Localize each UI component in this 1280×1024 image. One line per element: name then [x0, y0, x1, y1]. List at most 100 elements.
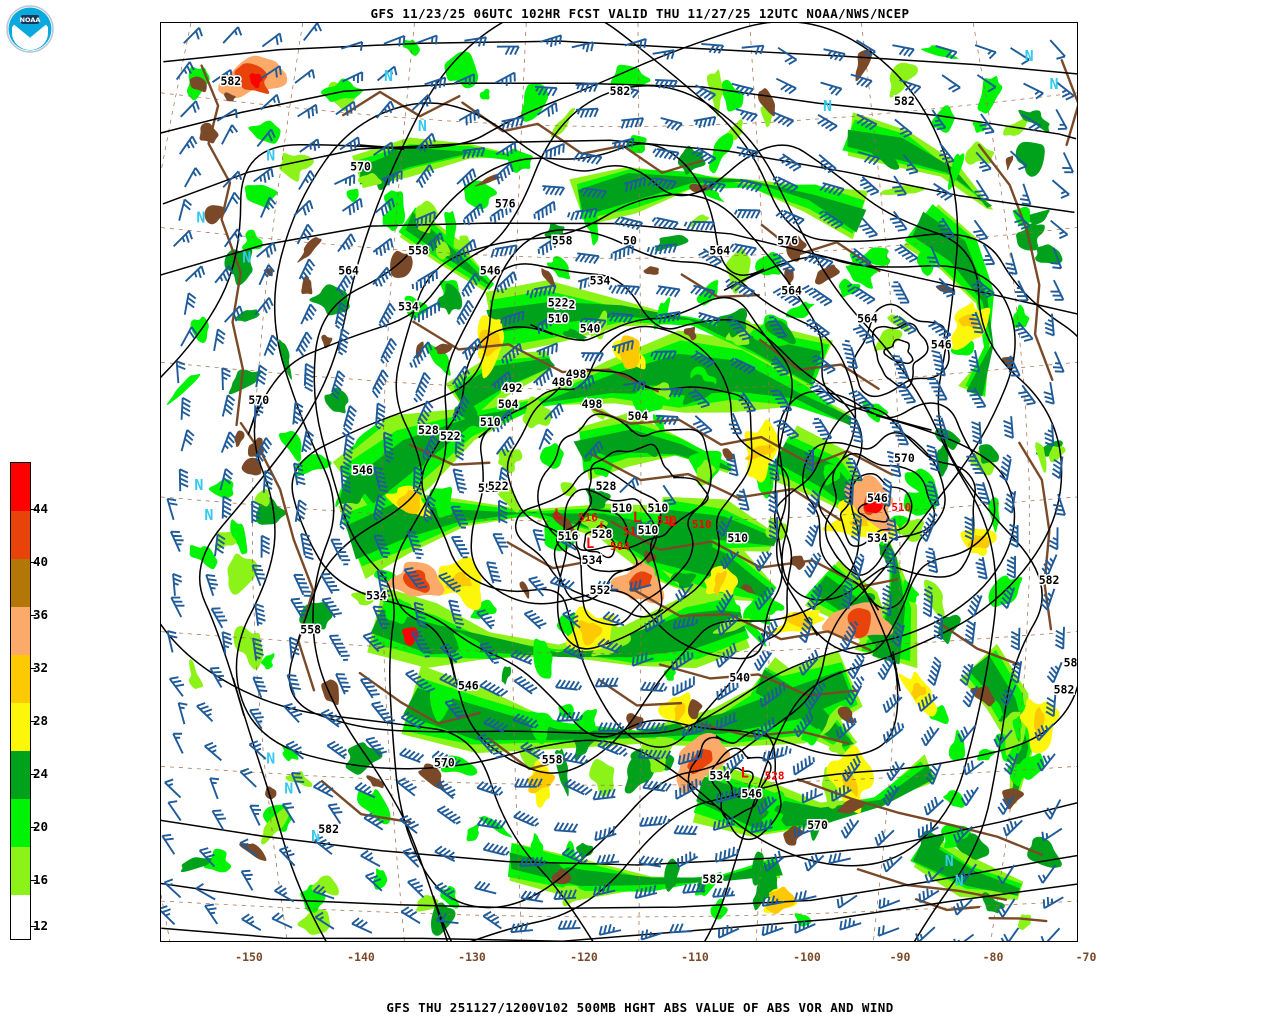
- wind-barb: [214, 265, 234, 284]
- wind-barb: [848, 390, 875, 411]
- wind-barb: [1051, 179, 1070, 199]
- contour-label-halo: 564: [709, 243, 730, 257]
- wind-barb: [292, 462, 306, 486]
- wind-barb: [763, 850, 785, 873]
- wind-barb: [341, 71, 364, 83]
- wind-barb: [539, 34, 563, 47]
- colorbar-tickmark-12: [31, 926, 36, 927]
- wind-barb: [341, 197, 363, 216]
- lon-label-neg150: -150: [235, 950, 263, 964]
- contour-label: 528: [418, 423, 439, 437]
- wind-barb: [1042, 896, 1064, 909]
- wind-barb: [497, 466, 510, 490]
- landmass-patch: [1002, 788, 1024, 812]
- wind-barb: [804, 524, 820, 547]
- colorbar-band-40: [11, 511, 30, 559]
- wind-barb: [941, 74, 961, 93]
- wind-barb: [561, 847, 588, 864]
- coastline: [630, 587, 872, 652]
- wind-barb: [557, 919, 581, 930]
- wind-barb: [890, 354, 910, 379]
- contour-label-halo: 564: [857, 311, 878, 325]
- wind-barb-layer: [161, 23, 1075, 941]
- coastline: [320, 779, 412, 824]
- wind-barb: [655, 414, 679, 426]
- wind-barb: [974, 44, 997, 60]
- vorticity-patch: [1016, 223, 1045, 251]
- wind-barb: [220, 431, 237, 453]
- vorticity-patch: [254, 489, 270, 507]
- wind-barb: [283, 702, 303, 724]
- vorticity-patch: [1048, 445, 1066, 463]
- vorticity-patch: [664, 858, 680, 892]
- wind-barb: [1050, 279, 1065, 301]
- wind-barb: [881, 585, 892, 617]
- wind-barb: [804, 253, 834, 269]
- wind-barb: [161, 833, 176, 855]
- wind-barb: [314, 911, 335, 930]
- wind-barb: [997, 864, 1016, 885]
- wind-barb: [479, 679, 509, 697]
- wind-barb: [249, 804, 262, 826]
- contour-label: 570: [894, 451, 915, 465]
- wind-barb: [520, 890, 544, 903]
- wind-barb: [927, 656, 942, 687]
- wind-barb: [177, 702, 188, 725]
- wind-barb: [847, 653, 865, 680]
- wind-barb: [178, 135, 198, 155]
- wind-barb: [543, 142, 565, 160]
- map-plot-area[interactable]: L 510 L 504 L 510 L 510 L 528 L 516 L 510 N N N N N N N N N N N N…: [160, 22, 1078, 942]
- wind-barb: [644, 613, 666, 633]
- wind-barb: [726, 315, 752, 341]
- wind-barb: [845, 457, 863, 482]
- contour-label: 546: [867, 491, 888, 505]
- vorticity-patch: [521, 82, 549, 122]
- wind-barb: [415, 132, 436, 153]
- contour-label-halo: 582: [1064, 656, 1077, 670]
- contour-label: 498: [582, 397, 603, 411]
- height-contour-south-low: [687, 729, 782, 841]
- wind-barb: [303, 23, 323, 42]
- wind-barb: [775, 209, 805, 226]
- wind-barb: [493, 162, 514, 185]
- wind-barb: [407, 878, 425, 898]
- wind-barb: [703, 180, 726, 193]
- wind-barb: [314, 835, 334, 855]
- contour-label-halo: 558: [408, 243, 429, 257]
- contour-label: 576: [777, 234, 798, 248]
- wind-barb: [164, 778, 182, 799]
- wind-barb: [761, 923, 784, 937]
- wind-barb: [917, 693, 938, 713]
- wind-barb: [727, 243, 757, 256]
- wind-barb: [334, 174, 356, 186]
- wind-barb: [163, 878, 182, 899]
- wind-barb: [639, 815, 671, 827]
- vorticity-patch: [260, 808, 290, 845]
- wind-barb: [736, 488, 750, 511]
- wind-barb: [759, 681, 786, 708]
- wind-barb: [537, 235, 560, 256]
- wind-barb: [756, 796, 778, 815]
- contour-label-halo: 546: [867, 491, 888, 505]
- landmass-patch: [740, 584, 756, 594]
- vorticity-core-orange: [847, 607, 871, 639]
- vorticity-patch: [652, 382, 672, 400]
- wind-barb: [553, 821, 579, 833]
- wind-barb: [828, 852, 851, 865]
- wind-barb: [180, 326, 198, 347]
- wind-barb: [312, 884, 335, 900]
- vorticity-patch: [583, 208, 599, 246]
- colorbar-tick-16: 16: [33, 871, 49, 887]
- wind-barb: [413, 372, 431, 403]
- wind-barb: [717, 613, 739, 636]
- vorticity-patch: [429, 687, 453, 724]
- wind-barb: [438, 572, 462, 593]
- wind-barb: [211, 69, 233, 83]
- coastline: [342, 90, 461, 118]
- contour-label: 534: [590, 273, 611, 287]
- wind-barb: [172, 573, 183, 596]
- landmass-patch: [204, 205, 226, 225]
- colorbar-tickmark-32: [31, 668, 36, 669]
- wind-barb: [804, 448, 815, 472]
